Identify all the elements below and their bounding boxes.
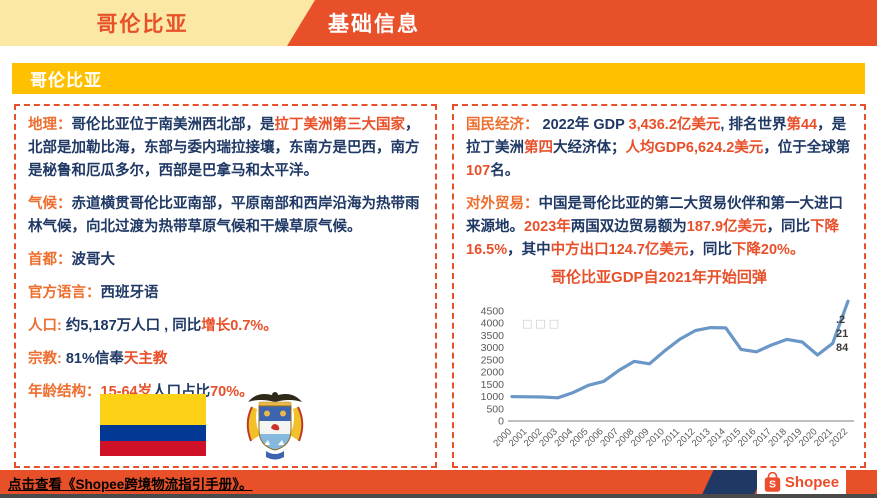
text-segment: 对外贸易： bbox=[466, 196, 539, 212]
x-tick-label: 2022 bbox=[827, 426, 850, 449]
text-segment: 第四 bbox=[524, 140, 553, 156]
country-tab: 哥伦比亚 bbox=[0, 0, 315, 46]
text-segment: 中方出口124.7亿美元 bbox=[550, 242, 689, 258]
clipped-data-label: 21 bbox=[836, 328, 848, 340]
text-segment: ，同比 bbox=[688, 242, 732, 258]
text-segment: 187.9亿美元 bbox=[686, 219, 767, 235]
legend-placeholder: □□□ bbox=[522, 317, 562, 330]
colombia-coat-of-arms-image bbox=[246, 392, 304, 460]
flag-yellow-stripe bbox=[100, 394, 206, 425]
y-tick-label: 1000 bbox=[481, 391, 505, 403]
y-tick-label: 3500 bbox=[481, 330, 505, 342]
svg-text:S: S bbox=[769, 478, 776, 490]
clipped-data-label: .2 bbox=[836, 314, 845, 326]
text-segment: 人均GDP6,624.2美元 bbox=[625, 140, 764, 156]
text-segment: 西班牙语 bbox=[100, 285, 159, 301]
text-segment: 赤道横贯哥伦比亚南部，平原南部和西岸沿海为热带雨林气候，向北过渡为热带草原气候和… bbox=[28, 196, 420, 235]
text-segment: 波哥大 bbox=[71, 252, 116, 268]
text-segment: ，北部是加勒比海，东部与委内瑞拉接壤，东南方是巴西，南方是秘鲁和厄瓜多尔，西部是… bbox=[28, 117, 420, 179]
text-segment: 81%信奉 bbox=[65, 351, 124, 367]
gdp-chart-container: 0 500 1000 1500 2000 2500 3000 3500 4000 4500 2000… bbox=[460, 287, 858, 464]
text-segment: 天主教 bbox=[123, 351, 168, 367]
y-tick-label: 500 bbox=[486, 403, 504, 415]
text-segment: 年龄结构： bbox=[28, 384, 101, 400]
text-segment: 人口: bbox=[28, 318, 66, 334]
y-tick-label: 0 bbox=[498, 416, 504, 428]
geography-text: 地理：哥伦比亚位于南美洲西北部，是拉丁美洲第三大国家，北部是加勒比海，东部与委内… bbox=[28, 114, 423, 183]
y-tick-label: 2500 bbox=[481, 354, 505, 366]
gdp-line-chart: 0500100015002000250030003500400045002000… bbox=[481, 299, 854, 449]
text-segment: 增长0.7%。 bbox=[201, 318, 278, 334]
page-title: 哥伦比亚 bbox=[30, 71, 102, 90]
shopee-wordmark: Shopee bbox=[784, 473, 840, 491]
text-segment: 哥伦比亚位于南美洲西北部，是 bbox=[71, 117, 275, 133]
right-info-panel: 国民经济： 2022年 GDP 3,436.2亿美元, 排名世界第44，是拉丁美… bbox=[452, 104, 866, 468]
text-segment: 首都： bbox=[28, 252, 72, 268]
text-segment: 第44 bbox=[786, 117, 818, 133]
left-info-panel: 地理：哥伦比亚位于南美洲西北部，是拉丁美洲第三大国家，北部是加勒比海，东部与委内… bbox=[14, 104, 437, 468]
trade-text: 对外贸易：中国是哥伦比亚的第二大贸易伙伴和第一大进口来源地。2023年两国双边贸… bbox=[466, 193, 852, 262]
gdp-line-series bbox=[510, 299, 850, 400]
page-title-bar: 哥伦比亚 bbox=[12, 63, 865, 94]
clipped-data-label: 84 bbox=[836, 342, 849, 354]
bottom-edge-line bbox=[0, 494, 877, 498]
text-segment: , 排名世界 bbox=[720, 117, 787, 133]
text-segment: 107 bbox=[466, 163, 491, 179]
y-tick-label: 4000 bbox=[481, 318, 505, 330]
section-tab: 基础信息 bbox=[328, 0, 420, 46]
text-segment: 国民经济： bbox=[466, 117, 543, 133]
chart-title: 哥伦比亚GDP自2021年开始回弹 bbox=[551, 269, 767, 286]
shopee-bag-icon: S bbox=[764, 471, 781, 492]
text-segment: 下降20%。 bbox=[731, 242, 805, 258]
text-segment: 地理： bbox=[28, 117, 72, 133]
footer-bar: 点击查看《Shopee跨境物流指引手册》。 S Shopee bbox=[0, 470, 877, 494]
flag-red-stripe bbox=[100, 440, 206, 456]
y-tick-label: 4500 bbox=[481, 306, 505, 318]
flag-blue-stripe bbox=[100, 425, 206, 441]
text-segment: 两国双边贸易额为 bbox=[570, 219, 687, 235]
population-text: 人口: 约5,187万人口 , 同比增长0.7%。 bbox=[28, 315, 423, 338]
capital-text: 首都：波哥大 bbox=[28, 249, 423, 272]
shopee-logo: S Shopee bbox=[757, 470, 846, 494]
text-segment: 2022年 GDP bbox=[542, 117, 629, 133]
country-tab-label: 哥伦比亚 bbox=[96, 13, 189, 36]
text-segment: 中国是哥伦比亚的第二大贸易伙伴和第一大进口来源地。 bbox=[466, 196, 843, 235]
logistics-guide-link[interactable]: 点击查看《Shopee跨境物流指引手册》。 bbox=[8, 477, 253, 492]
text-segment: 3,436.2亿美元 bbox=[628, 117, 721, 133]
text-segment: 宗教: bbox=[28, 351, 66, 367]
climate-text: 气候：赤道横贯哥伦比亚南部，平原南部和西岸沿海为热带雨林气候，向北过渡为热带草原… bbox=[28, 193, 423, 239]
text-segment: 官方语言： bbox=[28, 285, 101, 301]
language-text: 官方语言：西班牙语 bbox=[28, 282, 423, 305]
y-tick-label: 2000 bbox=[481, 367, 505, 379]
economy-text: 国民经济： 2022年 GDP 3,436.2亿美元, 排名世界第44，是拉丁美… bbox=[466, 114, 852, 183]
text-segment: 名。 bbox=[490, 163, 520, 179]
text-segment: ，其中 bbox=[507, 242, 551, 258]
text-segment: 下降16.5% bbox=[466, 219, 840, 258]
section-tab-label: 基础信息 bbox=[328, 13, 420, 36]
text-segment: ，是拉丁美洲 bbox=[466, 117, 847, 156]
text-segment: 大经济体； bbox=[553, 140, 626, 156]
flags-row bbox=[100, 389, 308, 461]
text-segment: 拉丁美洲第三大国家 bbox=[274, 117, 406, 133]
top-header: 哥伦比亚 基础信息 bbox=[0, 0, 877, 46]
text-segment: 2023年 bbox=[524, 219, 571, 235]
text-segment: 70%。 bbox=[210, 384, 254, 400]
y-tick-label: 3000 bbox=[481, 342, 505, 354]
y-tick-label: 1500 bbox=[481, 379, 505, 391]
religion-text: 宗教: 81%信奉天主教 bbox=[28, 348, 423, 371]
text-segment: ，同比 bbox=[766, 219, 811, 235]
text-segment: 气候： bbox=[28, 196, 72, 212]
text-segment: ，位于全球第 bbox=[763, 140, 851, 156]
colombia-flag-image bbox=[100, 394, 206, 456]
text-segment: 约5,187万人口 , 同比 bbox=[65, 318, 202, 334]
